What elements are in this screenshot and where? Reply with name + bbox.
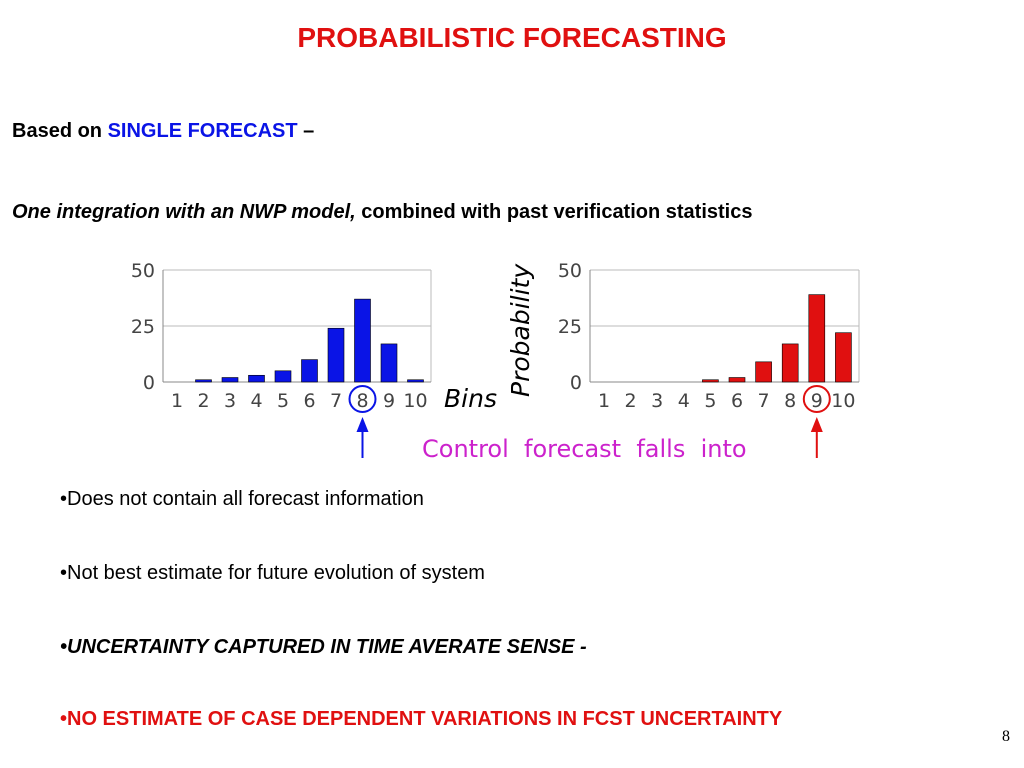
x-tick-label: 7: [758, 390, 770, 412]
bullet-3: •UNCERTAINTY CAPTURED IN TIME AVERATE SE…: [60, 636, 587, 658]
highlight-circle: [802, 385, 831, 413]
bar-bin-9: [808, 294, 826, 383]
x-tick-label: 6: [731, 390, 743, 412]
integration-italic: One integration with an NWP model,: [12, 201, 356, 223]
x-tick-label: 9: [811, 390, 823, 412]
based-on-dash: –: [297, 120, 315, 142]
x-tick-label: 8: [356, 390, 368, 412]
x-tick-label: 9: [383, 390, 395, 412]
y-tick-label: 0: [570, 372, 582, 394]
bar-bin-3: [221, 377, 239, 383]
y-tick-label: 0: [143, 372, 155, 394]
bar-bin-8: [781, 343, 799, 383]
slide-title: PROBABILISTIC FORECASTING: [297, 22, 727, 53]
based-on-line: Based on SINGLE FORECAST –: [12, 120, 314, 143]
y-tick-label: 50: [558, 260, 582, 282]
bar-bin-7: [327, 327, 345, 383]
y-axis-label-probability: Probability: [506, 263, 535, 397]
annotation-control-forecast: Control forecast falls into: [422, 435, 747, 463]
right-histogram: 0 25 50 1 2 3 4 5 6 7 8 9 10: [558, 260, 860, 458]
single-forecast-highlight: SINGLE FORECAST: [107, 120, 298, 142]
x-tick-label: 10: [831, 390, 855, 412]
x-tick-label: 5: [277, 390, 289, 412]
bar-bin-8: [354, 298, 371, 383]
x-tick-label: 2: [625, 390, 637, 412]
bar-bin-10: [835, 332, 852, 383]
bar-bin-7: [755, 361, 772, 383]
x-tick-label: 4: [250, 390, 262, 412]
x-axis-label-bins: Bins: [444, 384, 497, 413]
y-tick-label: 25: [558, 316, 582, 338]
integration-rest: combined with past verification statisti…: [355, 201, 753, 223]
bullet-1: •Does not contain all forecast informati…: [60, 488, 424, 510]
x-tick-label: 6: [303, 390, 315, 412]
x-tick-label: 1: [171, 390, 183, 412]
arrow-head: [810, 417, 823, 432]
y-tick-label: 25: [131, 316, 155, 338]
x-tick-label: 1: [598, 390, 610, 412]
bullet-4: •NO ESTIMATE OF CASE DEPENDENT VARIATION…: [60, 708, 783, 730]
bar-bin-4: [248, 374, 265, 383]
bar-bin-6: [728, 377, 746, 383]
bar-bin-6: [301, 359, 318, 383]
bar-bin-10: [407, 379, 424, 383]
x-tick-label: 3: [224, 390, 236, 412]
bullet-2: •Not best estimate for future evolution …: [60, 562, 485, 584]
x-tick-label: 8: [784, 390, 796, 412]
x-tick-label: 3: [651, 390, 663, 412]
integration-line: One integration with an NWP model, combi…: [12, 201, 752, 224]
bar-bin-5: [274, 370, 292, 383]
x-tick-label: 7: [330, 390, 342, 412]
left-histogram: 0 25 50 1 2 3 4 5 6 7 8 9 10: [131, 260, 432, 458]
bar-bin-5: [702, 379, 719, 383]
page-number: 8: [1002, 728, 1010, 745]
bar-bin-2: [195, 379, 212, 383]
highlight-circle: [348, 385, 377, 413]
x-tick-label: 2: [197, 390, 209, 412]
x-tick-label: 10: [403, 390, 427, 412]
bar-bin-9: [380, 343, 398, 383]
y-tick-label: 50: [131, 260, 155, 282]
x-tick-label: 4: [678, 390, 690, 412]
based-on-prefix: Based on: [12, 120, 108, 142]
arrow-head: [356, 417, 369, 432]
x-tick-label: 5: [704, 390, 716, 412]
